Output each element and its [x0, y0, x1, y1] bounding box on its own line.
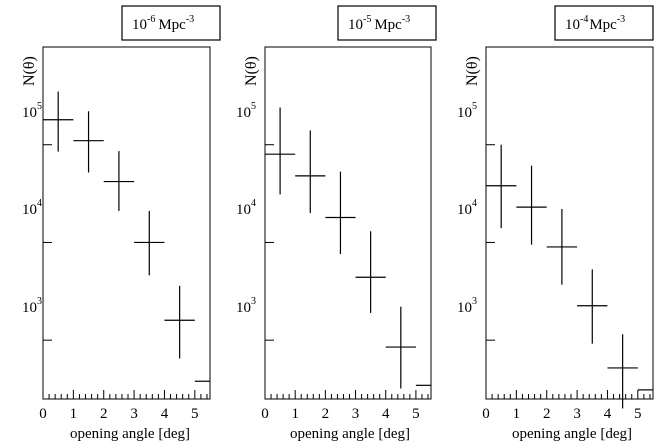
panel-1: 10-6 Mpc-3 N(θ) 103 104 105 0 1 2 3 4 5 o… [21, 5, 221, 442]
x-tick-label-4-1: 4 [161, 406, 169, 422]
y-tick-label-1e3-2: 103 [236, 296, 256, 316]
data-points-2 [265, 107, 431, 389]
data-points-1 [43, 91, 210, 382]
panel-title-1: 10-6 Mpc-3 [132, 14, 194, 33]
title-box-1: 10-6 Mpc-3 [121, 5, 221, 41]
y-axis-label-1: N(θ) [21, 56, 38, 86]
title-box-frame-2 [337, 5, 437, 41]
y-tick-label-1e3-3: 103 [457, 296, 477, 316]
data-point [577, 269, 608, 344]
data-point [385, 306, 416, 389]
data-point [486, 144, 517, 229]
panel-title-2: 10-5 Mpc-3 [348, 14, 410, 33]
y-tick-labels-1: 103 104 105 [22, 101, 42, 316]
x-tick-label-5-3: 5 [634, 406, 642, 422]
title-box-frame-3 [554, 5, 654, 41]
x-tick-label-0-2: 0 [261, 406, 269, 422]
y-tick-labels-3: 103 104 105 [457, 101, 477, 316]
title-box-frame-1 [121, 5, 221, 41]
data-point [516, 165, 547, 245]
title-box-3: 10-4Mpc-3 [554, 5, 654, 41]
x-tick-label-1-3: 1 [513, 406, 521, 422]
y-tick-labels-2: 103 104 105 [236, 101, 256, 316]
x-tick-labels-1: 0 1 2 3 4 5 [39, 406, 198, 422]
data-point [73, 111, 104, 173]
data-point [265, 107, 296, 195]
data-point [164, 285, 195, 359]
title-box-2: 10-5 Mpc-3 [337, 5, 437, 41]
x-tick-label-2-1: 2 [100, 406, 108, 422]
x-tick-label-1-2: 1 [291, 406, 299, 422]
data-point [607, 334, 638, 409]
x-ticks-2 [264, 144, 429, 399]
y-tick-label-1e5-3: 105 [457, 101, 477, 121]
x-axis-label-3: opening angle [deg] [512, 426, 632, 442]
x-tick-labels-3: 0 1 2 3 4 5 [482, 406, 641, 422]
x-ticks-3 [485, 144, 651, 399]
x-tick-labels-2: 0 1 2 3 4 5 [261, 406, 419, 422]
y-tick-label-1e4-2: 104 [236, 198, 256, 218]
y-axis-label-3: N(θ) [464, 56, 481, 86]
x-tick-label-2-2: 2 [322, 406, 330, 422]
x-tick-label-4-3: 4 [604, 406, 612, 422]
data-point [103, 151, 135, 211]
y-tick-label-1e5-1: 105 [22, 101, 42, 121]
x-tick-label-0-1: 0 [39, 406, 47, 422]
plot-frame-3 [485, 46, 654, 400]
x-tick-label-5-1: 5 [191, 406, 199, 422]
data-points-3 [486, 144, 653, 409]
plot-frame-2 [264, 46, 432, 400]
panel-title-3: 10-4Mpc-3 [565, 14, 625, 33]
y-tick-label-1e3-1: 103 [22, 296, 42, 316]
plot-frame-1 [42, 46, 211, 400]
x-axis-label-1: opening angle [deg] [70, 426, 190, 442]
data-point [295, 130, 326, 214]
y-tick-label-1e4-3: 104 [457, 198, 477, 218]
x-tick-label-2-3: 2 [543, 406, 551, 422]
x-tick-label-5-2: 5 [412, 406, 420, 422]
panel-2: 10-5 Mpc-3 N(θ) 103 104 105 0 1 2 3 4 5 o… [236, 5, 437, 442]
x-tick-label-1-1: 1 [70, 406, 78, 422]
data-point [325, 171, 356, 255]
x-tick-label-3-2: 3 [352, 406, 360, 422]
y-tick-label-1e4-1: 104 [22, 198, 42, 218]
x-tick-label-3-1: 3 [130, 406, 138, 422]
data-point [355, 231, 386, 313]
x-tick-label-0-3: 0 [482, 406, 490, 422]
x-tick-label-3-3: 3 [573, 406, 581, 422]
data-point [134, 210, 165, 276]
x-tick-label-4-2: 4 [382, 406, 390, 422]
y-axis-label-2: N(θ) [243, 56, 260, 86]
data-point [546, 208, 578, 285]
data-point [43, 91, 74, 152]
x-ticks-1 [42, 144, 208, 399]
y-tick-label-1e5-2: 105 [236, 101, 256, 121]
x-axis-label-2: opening angle [deg] [290, 426, 410, 442]
panel-3: 10-4Mpc-3 N(θ) 103 104 105 0 1 2 3 4 5 o… [457, 5, 654, 442]
